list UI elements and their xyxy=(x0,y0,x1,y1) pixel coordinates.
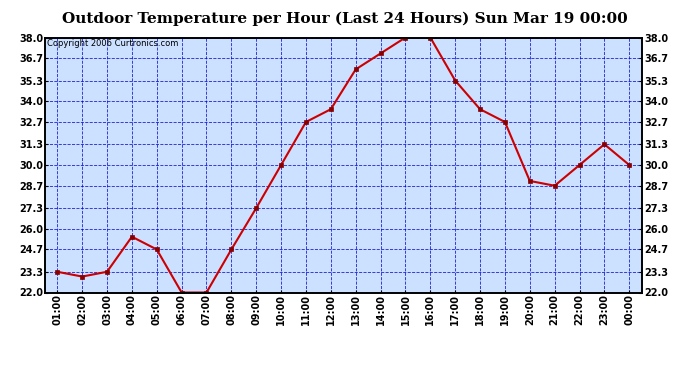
Text: Outdoor Temperature per Hour (Last 24 Hours) Sun Mar 19 00:00: Outdoor Temperature per Hour (Last 24 Ho… xyxy=(62,11,628,26)
Text: Copyright 2006 Curtronics.com: Copyright 2006 Curtronics.com xyxy=(47,39,178,48)
